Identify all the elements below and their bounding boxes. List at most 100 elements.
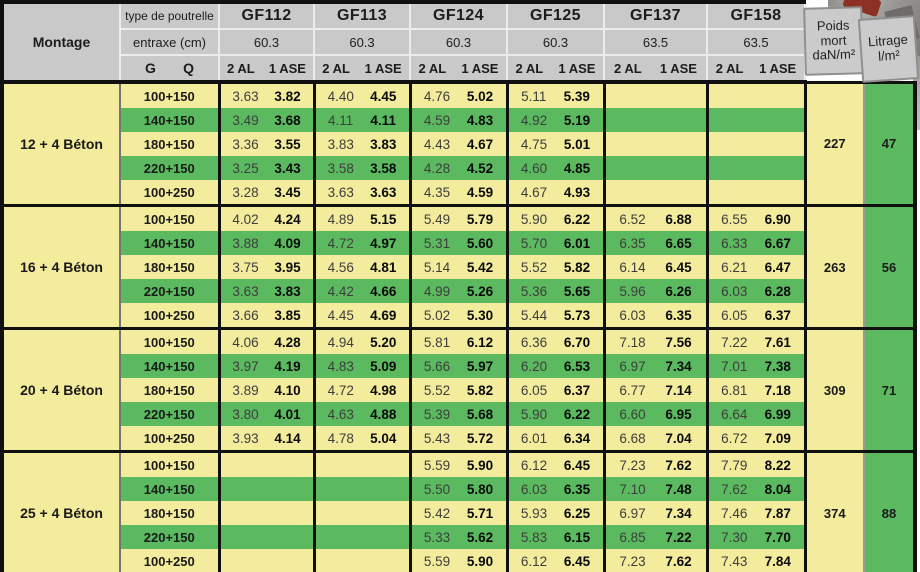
load-values-cell: 5.14 5.42 bbox=[410, 255, 509, 279]
value-1ase: 5.62 bbox=[466, 529, 494, 545]
value-1ase: 7.18 bbox=[764, 382, 791, 398]
value-1ase: 3.95 bbox=[274, 259, 301, 275]
value-2al: 5.52 bbox=[423, 382, 451, 398]
value-2al: 5.90 bbox=[520, 406, 548, 422]
row-label: 180+150 bbox=[120, 501, 221, 525]
load-values-cell: 3.83 3.83 bbox=[314, 132, 412, 156]
load-values-cell bbox=[604, 108, 709, 132]
litrage-header-line: l/m² bbox=[877, 47, 901, 64]
load-values-cell: 6.14 6.45 bbox=[604, 255, 709, 279]
row-label: 140+150 bbox=[120, 354, 221, 378]
value-2al: 3.58 bbox=[327, 160, 354, 176]
load-values-cell: 5.43 5.72 bbox=[410, 426, 509, 453]
entraxe-value: 60.3 bbox=[506, 28, 605, 56]
value-1ase: 5.42 bbox=[466, 259, 494, 275]
load-values-cell bbox=[707, 132, 807, 156]
load-values-cell: 3.75 3.95 bbox=[219, 255, 316, 279]
value-2al: 6.97 bbox=[619, 358, 646, 374]
load-values-cell: 5.83 6.15 bbox=[507, 525, 606, 549]
value-1ase: 6.15 bbox=[563, 529, 591, 545]
load-values-cell bbox=[219, 525, 316, 549]
value-2al: 4.67 bbox=[520, 184, 548, 200]
load-values-cell: 6.52 6.88 bbox=[604, 204, 709, 231]
value-2al: 4.60 bbox=[520, 160, 548, 176]
load-values-cell: 4.45 4.69 bbox=[314, 303, 412, 330]
value-1ase: 6.45 bbox=[563, 553, 591, 569]
subheader-1ase: 1 ASE bbox=[659, 60, 697, 76]
table-header: Montage type de poutrelle GF112 GF113 GF12… bbox=[0, 0, 915, 84]
load-values-cell: 6.77 7.14 bbox=[604, 378, 709, 402]
load-values-cell: 4.42 4.66 bbox=[314, 279, 412, 303]
load-config-subheader: 2 AL 1 ASE bbox=[603, 54, 708, 84]
value-1ase: 4.81 bbox=[370, 259, 397, 275]
value-1ase: 4.45 bbox=[370, 88, 397, 104]
value-1ase: 3.55 bbox=[274, 136, 301, 152]
g-q-header: G Q bbox=[119, 54, 220, 84]
value-2al: 4.45 bbox=[327, 307, 354, 323]
row-label: 100+150 bbox=[120, 204, 221, 231]
subheader-1ase: 1 ASE bbox=[759, 60, 797, 76]
load-values-cell: 6.64 6.99 bbox=[707, 402, 807, 426]
value-1ase: 6.34 bbox=[563, 430, 591, 446]
value-2al: 3.25 bbox=[232, 160, 259, 176]
load-config-subheader: 2 AL 1 ASE bbox=[313, 54, 411, 84]
load-values-cell: 7.79 8.22 bbox=[707, 450, 807, 477]
poids-mort-value: 309 bbox=[803, 327, 865, 453]
load-values-cell bbox=[219, 477, 316, 501]
load-values-cell: 6.36 6.70 bbox=[507, 327, 606, 354]
load-values-cell bbox=[314, 477, 412, 501]
value-1ase: 4.11 bbox=[370, 112, 396, 128]
load-values-cell: 7.43 7.84 bbox=[707, 549, 807, 572]
table-body: 12 + 4 Béton 100+150 3.63 3.82 4.40 4.45 4.76 5… bbox=[0, 80, 917, 572]
value-2al: 5.44 bbox=[520, 307, 548, 323]
load-values-cell: 6.35 6.65 bbox=[604, 231, 709, 255]
value-1ase: 5.90 bbox=[466, 553, 494, 569]
value-2al: 7.46 bbox=[721, 505, 748, 521]
load-values-cell: 6.81 7.18 bbox=[707, 378, 807, 402]
load-values-cell: 3.25 3.43 bbox=[219, 156, 316, 180]
load-values-cell: 4.67 4.93 bbox=[507, 180, 606, 207]
row-label: 100+250 bbox=[120, 180, 221, 207]
row-label: 100+150 bbox=[120, 450, 221, 477]
row-label: 140+150 bbox=[120, 477, 221, 501]
value-1ase: 4.10 bbox=[274, 382, 301, 398]
value-2al: 5.81 bbox=[423, 334, 451, 350]
value-1ase: 7.70 bbox=[764, 529, 791, 545]
subheader-2al: 2 AL bbox=[614, 60, 642, 76]
row-label: 220+150 bbox=[120, 402, 221, 426]
value-1ase: 3.63 bbox=[370, 184, 397, 200]
value-1ase: 4.19 bbox=[274, 358, 301, 374]
load-values-cell: 6.72 7.09 bbox=[707, 426, 807, 453]
value-2al: 4.76 bbox=[423, 88, 451, 104]
value-1ase: 4.85 bbox=[563, 160, 591, 176]
value-1ase: 7.61 bbox=[764, 334, 791, 350]
value-1ase: 4.69 bbox=[370, 307, 397, 323]
value-1ase: 3.82 bbox=[274, 88, 301, 104]
load-values-cell bbox=[604, 132, 709, 156]
value-2al: 5.59 bbox=[423, 553, 451, 569]
value-2al: 3.93 bbox=[232, 430, 259, 446]
value-2al: 5.39 bbox=[423, 406, 451, 422]
poutrelle-type-header: GF158 bbox=[706, 0, 806, 30]
subheader-2al: 2 AL bbox=[227, 60, 255, 76]
value-1ase: 3.85 bbox=[274, 307, 301, 323]
row-label: 220+150 bbox=[120, 525, 221, 549]
value-2al: 4.72 bbox=[327, 235, 354, 251]
value-1ase: 4.14 bbox=[274, 430, 301, 446]
value-2al: 7.01 bbox=[721, 358, 748, 374]
subheader-2al: 2 AL bbox=[715, 60, 744, 76]
value-2al: 6.05 bbox=[721, 307, 748, 323]
value-1ase: 5.79 bbox=[466, 211, 494, 227]
value-2al: 5.52 bbox=[520, 259, 548, 275]
load-values-cell: 4.40 4.45 bbox=[314, 80, 412, 108]
row-label: 180+150 bbox=[120, 255, 221, 279]
value-1ase: 6.45 bbox=[665, 259, 692, 275]
load-values-cell: 7.46 7.87 bbox=[707, 501, 807, 525]
load-values-cell: 4.72 4.97 bbox=[314, 231, 412, 255]
value-2al: 6.12 bbox=[520, 457, 548, 473]
value-2al: 6.03 bbox=[619, 307, 646, 323]
value-1ase: 6.28 bbox=[764, 283, 791, 299]
load-values-cell: 3.63 3.63 bbox=[314, 180, 412, 207]
value-1ase: 3.83 bbox=[274, 283, 301, 299]
